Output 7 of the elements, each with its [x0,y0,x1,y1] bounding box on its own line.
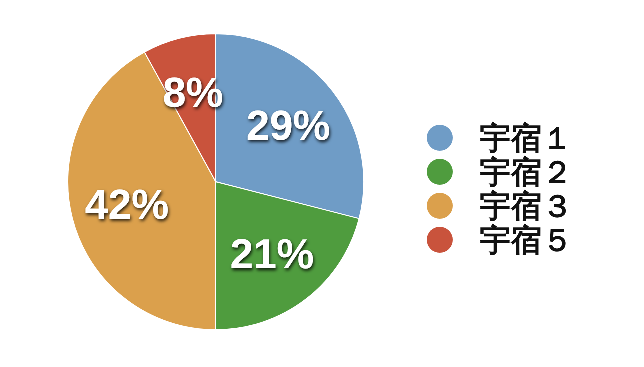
legend-label: 宇宿２ [480,155,573,191]
data-label: 42% [85,180,170,228]
legend-label: 宇宿３ [480,189,573,225]
legend-label: 宇宿１ [480,121,573,157]
data-label: 29% [246,102,331,149]
data-label: 21% [230,230,314,278]
legend-label: 宇宿５ [480,223,573,259]
